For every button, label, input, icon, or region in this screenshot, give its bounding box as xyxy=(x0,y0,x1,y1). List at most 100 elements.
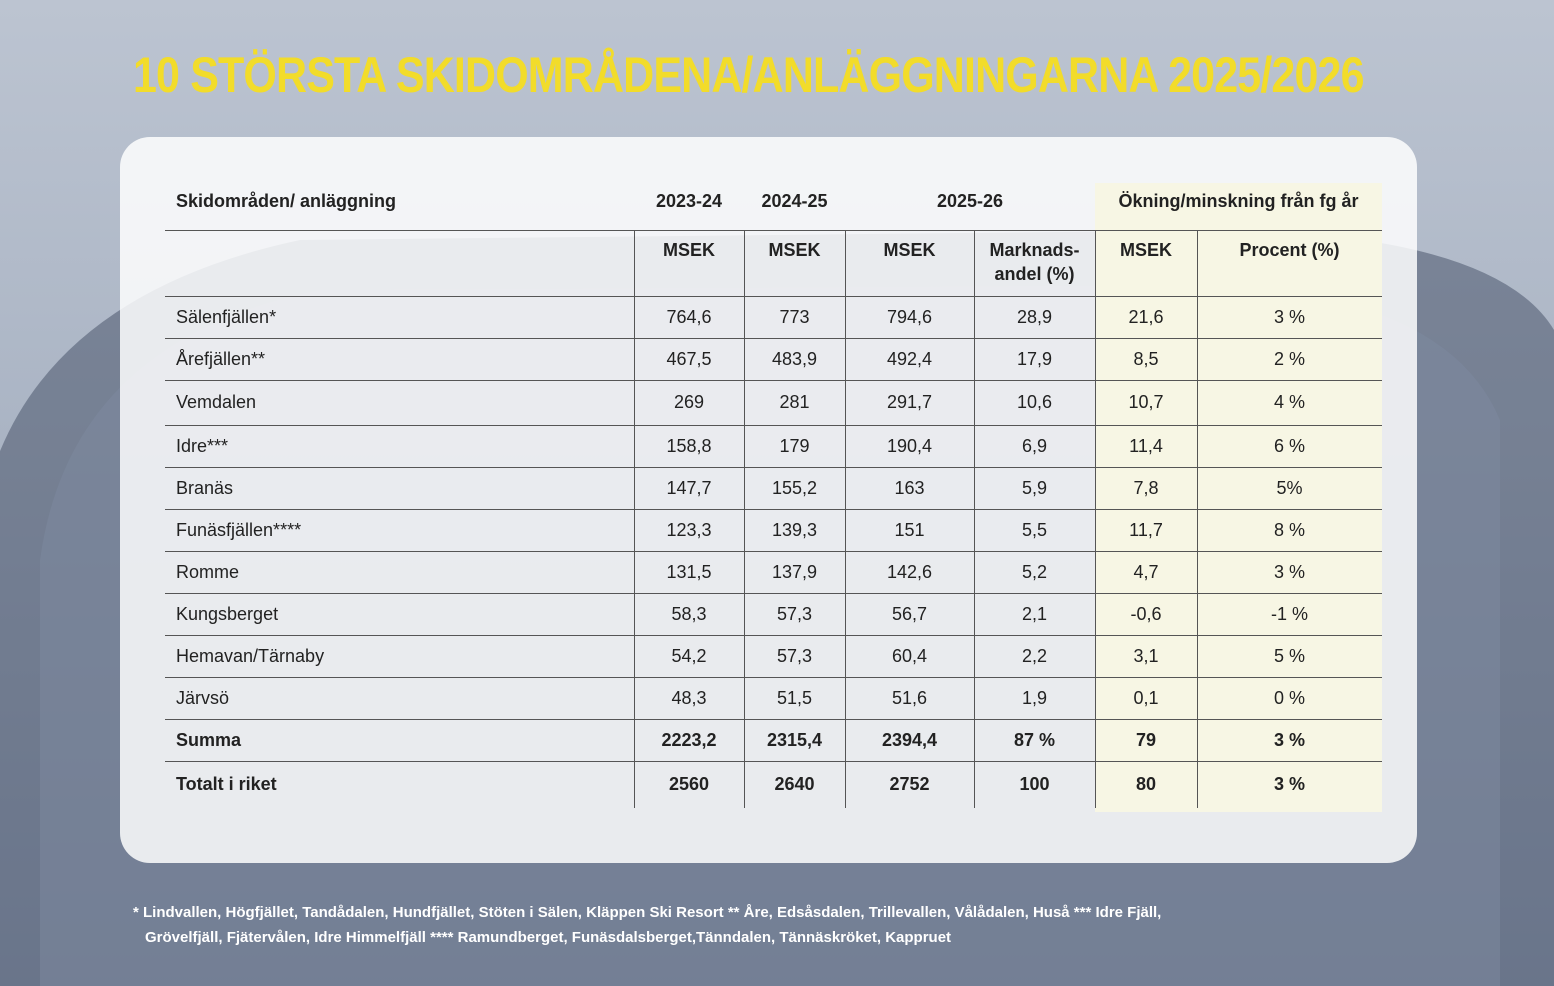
row-label: Totalt i riket xyxy=(176,774,277,794)
table-cell: 2223,2 xyxy=(661,729,717,750)
table-cell: 4,7 xyxy=(1133,561,1159,582)
table-cell: 2752 xyxy=(889,774,930,794)
sub-header-line: MSEK xyxy=(768,240,821,260)
table-cell: 483,9 xyxy=(771,348,818,369)
sub-header: MSEK xyxy=(634,238,744,288)
table-cell: 57,3 xyxy=(776,603,813,624)
table-cell: 137,9 xyxy=(771,561,818,582)
group-header: 2024-25 xyxy=(761,190,828,211)
footnote-line: Grövelfjäll, Fjätervålen, Idre Himmelfjä… xyxy=(145,929,952,946)
table-cell: 3,1 xyxy=(1133,645,1159,666)
row-label: Kungsberget xyxy=(176,603,279,624)
row-rule xyxy=(165,338,1382,339)
table-cell: 2 % xyxy=(1273,348,1306,369)
table-cell: 48,3 xyxy=(671,687,707,708)
table-cell: 123,3 xyxy=(666,519,712,540)
table-cell: 2560 xyxy=(668,774,710,794)
sub-header-line: Marknads- xyxy=(989,240,1080,260)
table-cell: 2315,4 xyxy=(766,729,823,750)
row-rule xyxy=(165,230,1382,231)
table-cell: 467,5 xyxy=(666,348,712,369)
table-cell: 155,2 xyxy=(771,477,818,498)
footnote-line: * Lindvallen, Högfjället, Tandådalen, Hu… xyxy=(133,904,1162,921)
title: 10 STÖRSTA SKIDOMRÅDENA/ANLÄGGNINGARNA 2… xyxy=(133,47,1365,103)
table-cell: 79 xyxy=(1135,729,1157,750)
table-cell: 139,3 xyxy=(771,519,818,540)
column-rule xyxy=(1197,230,1198,808)
table-cell: 773 xyxy=(779,306,810,327)
sub-header: MSEK xyxy=(1095,238,1197,288)
row-label: Vemdalen xyxy=(176,392,257,412)
sub-header: MSEK xyxy=(744,238,845,288)
table-cell: 87 % xyxy=(1013,729,1056,750)
table-cell: 179 xyxy=(779,435,810,456)
table-cell: 147,7 xyxy=(666,477,712,498)
group-header: 2025-26 xyxy=(936,190,1004,211)
sub-header-line: MSEK xyxy=(662,240,715,260)
row-rule xyxy=(165,635,1382,636)
column-rule xyxy=(634,230,635,808)
table-cell: 100 xyxy=(1019,774,1050,794)
row-label: Summa xyxy=(176,729,242,750)
row-label: Hemavan/Tärnaby xyxy=(176,645,325,666)
row-rule xyxy=(165,425,1382,426)
table-cell: 0,1 xyxy=(1133,687,1159,708)
table-cell: 10,7 xyxy=(1128,392,1164,412)
row-rule xyxy=(165,551,1382,552)
row-label: Järvsö xyxy=(176,687,230,708)
table-cell: 2,1 xyxy=(1021,603,1048,624)
sub-header: Procent (%) xyxy=(1197,238,1382,288)
row-rule xyxy=(165,380,1382,381)
table-cell: 190,4 xyxy=(886,435,933,456)
table-cell: 281 xyxy=(779,392,810,412)
table-cell: 5 % xyxy=(1273,645,1306,666)
table-cell: 7,8 xyxy=(1133,477,1159,498)
table-cell: 28,9 xyxy=(1016,306,1053,327)
table-cell: 51,5 xyxy=(776,687,813,708)
table-cell: 1,9 xyxy=(1021,687,1048,708)
table-cell: 2640 xyxy=(774,774,815,794)
table-cell: 3 % xyxy=(1273,729,1306,750)
sub-header-line: andel (%) xyxy=(994,264,1075,284)
highlight-column xyxy=(1095,183,1382,812)
row-label: Funäsfjällen**** xyxy=(176,519,302,540)
table-cell: 60,4 xyxy=(891,645,928,666)
table-cell: 3 % xyxy=(1273,561,1306,582)
table-cell: 3 % xyxy=(1273,306,1306,327)
row-rule xyxy=(165,467,1382,468)
table-cell: 142,6 xyxy=(886,561,933,582)
table-cell: 80 xyxy=(1135,774,1157,794)
row-rule xyxy=(165,593,1382,594)
table-cell: 21,6 xyxy=(1128,306,1164,327)
column-rule xyxy=(845,230,846,808)
table-cell: 2,2 xyxy=(1021,645,1048,666)
table-cell: 158,8 xyxy=(666,435,712,456)
sub-header: Marknads-andel (%) xyxy=(974,238,1095,288)
table-cell: 5% xyxy=(1276,477,1303,498)
row-rule xyxy=(165,719,1382,720)
row-rule xyxy=(165,509,1382,510)
table-cell: 269 xyxy=(673,392,705,412)
table-cell: 764,6 xyxy=(666,306,712,327)
row-label: Årefjällen** xyxy=(176,348,266,369)
sub-header-line: Procent (%) xyxy=(1239,240,1340,260)
table-cell: 151 xyxy=(894,519,925,540)
column-rule xyxy=(744,230,745,808)
table-cell: 54,2 xyxy=(671,645,707,666)
footnote: * Lindvallen, Högfjället, Tandådalen, Hu… xyxy=(133,900,1161,950)
table-cell: 6 % xyxy=(1273,435,1306,456)
table-cell: 8 % xyxy=(1273,519,1306,540)
table-cell: 163 xyxy=(894,477,925,498)
table-cell: 51,6 xyxy=(891,687,928,708)
table-cell: 11,4 xyxy=(1129,435,1163,456)
row-label: Sälenfjällen* xyxy=(176,306,277,327)
table-cell: 11,7 xyxy=(1129,519,1163,540)
table-cell: 57,3 xyxy=(776,645,813,666)
sub-header-line: MSEK xyxy=(1119,240,1172,260)
group-header: Ökning/minskning från fg år xyxy=(1118,190,1359,211)
table-cell: 8,5 xyxy=(1133,348,1159,369)
column-rule xyxy=(1095,230,1096,808)
row-rule xyxy=(165,296,1382,297)
table-cell: 0 % xyxy=(1273,687,1306,708)
row-label: Branäs xyxy=(176,477,234,498)
